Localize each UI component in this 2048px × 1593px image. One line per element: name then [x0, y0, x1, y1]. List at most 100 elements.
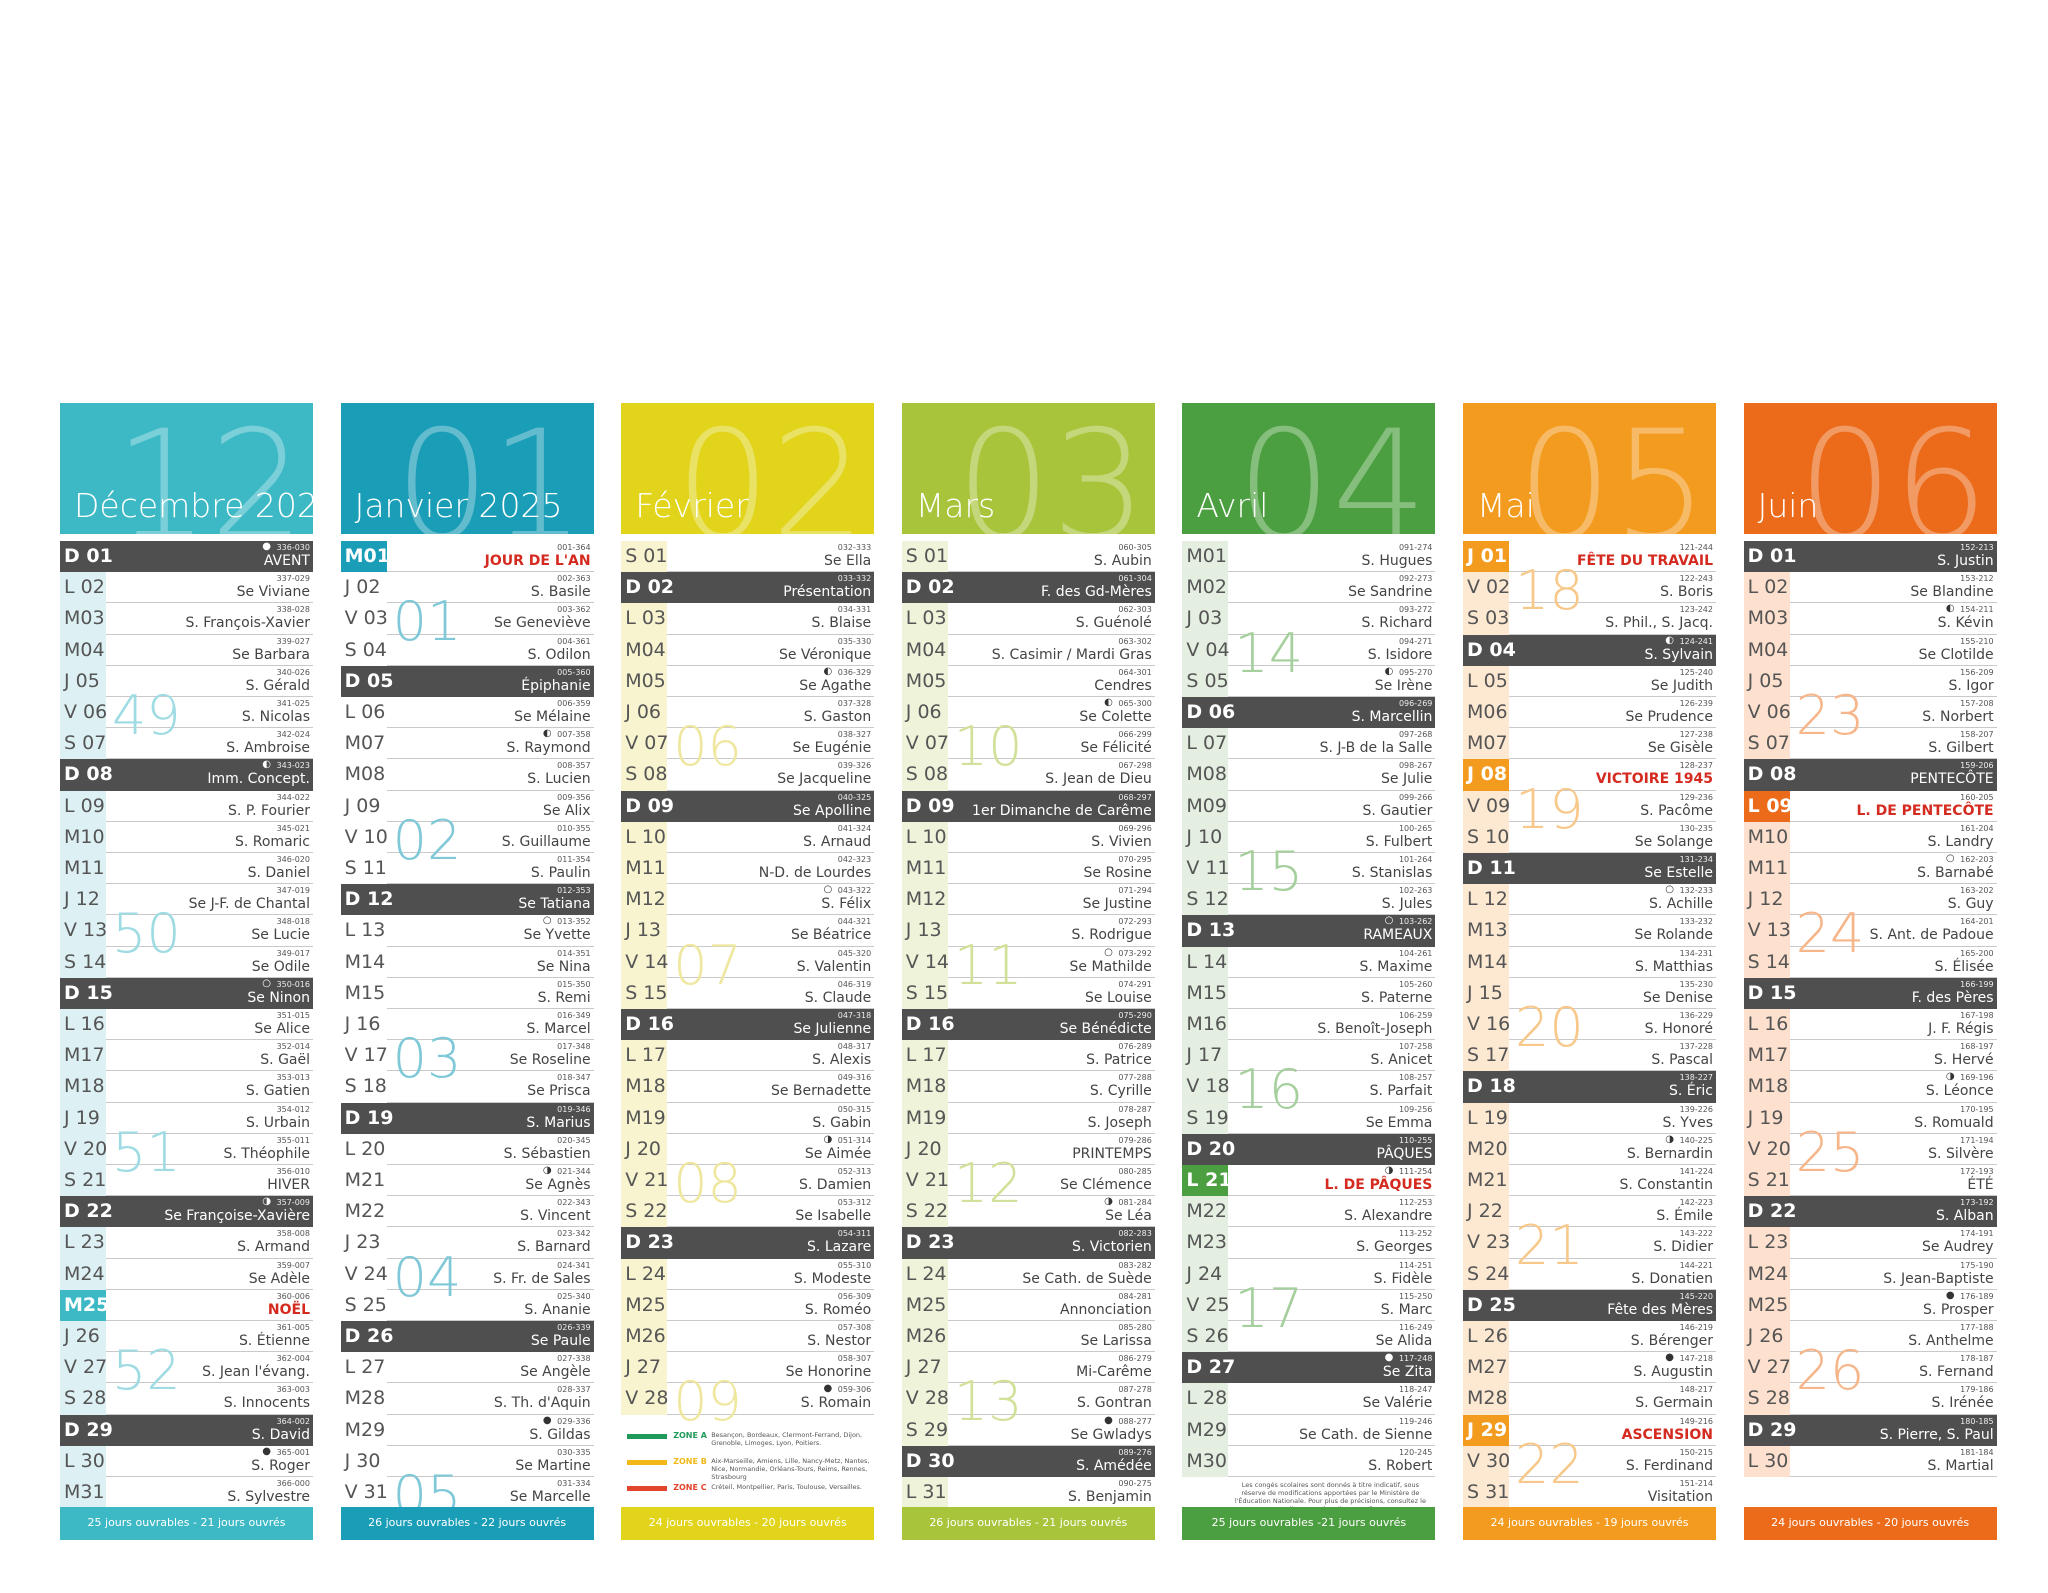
saint-name: Se Marcelle — [509, 1489, 591, 1505]
saint-name: S. Paulin — [530, 865, 591, 881]
row-separator — [947, 1444, 1155, 1446]
day-code: 352-014 — [276, 1042, 310, 1052]
day-row: M21 141-224 S. Constantin — [1463, 1165, 1716, 1196]
day-row: M28 028-337 S. Th. d'Aquin — [341, 1383, 594, 1414]
week-number: 04 — [392, 1245, 462, 1309]
day-label: J 13 — [905, 919, 942, 942]
row-separator — [106, 1382, 313, 1384]
day-row: V 28 087-278 S. Gontran — [902, 1383, 1155, 1414]
day-row: M04 155-210 Se Clotilde — [1744, 635, 1997, 666]
day-row: M03 338-028 S. François-Xavier — [60, 603, 313, 634]
day-code: 086-279 — [1118, 1354, 1152, 1364]
moon-phase: ◑ — [542, 1165, 552, 1176]
row-separator — [1228, 1444, 1436, 1446]
row-separator — [947, 696, 1155, 697]
day-code: 060-305 — [1118, 543, 1152, 552]
day-row: J 06 065-300 ◐ Se Colette — [902, 697, 1155, 728]
day-row: D 26 026-339 Se Paule — [340, 1321, 594, 1353]
saint-name: Présentation — [783, 584, 872, 601]
day-row: S 24 144-221 S. Donatien — [1463, 1259, 1716, 1290]
day-label: L 19 — [1467, 1106, 1508, 1129]
day-code: 052-313 — [837, 1167, 872, 1176]
day-label: L 23 — [1747, 1231, 1789, 1254]
day-row: M10 345-021 S. Romaric — [60, 822, 313, 853]
day-row: M08 098-267 Se Julie — [1182, 759, 1435, 790]
saint-name: Se Mathilde — [1069, 958, 1152, 975]
day-row: D 22 357-009 ◑ Se Françoise-Xavière — [60, 1196, 313, 1228]
day-label: V 23 — [1467, 1231, 1511, 1254]
row-separator — [106, 1070, 313, 1072]
day-code: 051-314 — [837, 1135, 872, 1145]
row-separator — [667, 1226, 875, 1228]
day-label: L 24 — [905, 1262, 947, 1285]
row-separator — [667, 1351, 875, 1353]
saint-name: S. J-B de la Salle — [1319, 740, 1433, 757]
saint-name: Se Yvette — [523, 927, 591, 944]
week-number: 11 — [953, 933, 1023, 997]
week-number: 03 — [392, 1027, 462, 1091]
day-row: S 07 158-207 S. Gilbert — [1744, 728, 1997, 759]
saint-name: L. DE PENTECÔTE — [1856, 802, 1994, 819]
day-label: M26 — [625, 1325, 666, 1347]
row-separator — [386, 1257, 594, 1259]
day-label: J 20 — [905, 1137, 942, 1160]
saint-name: S. Fr. de Sales — [493, 1270, 591, 1287]
day-label: J 16 — [344, 1013, 381, 1035]
day-label: M19 — [625, 1106, 666, 1129]
day-code: 042-323 — [837, 855, 872, 864]
moon-phase: ● — [262, 541, 271, 552]
day-label: D 15 — [64, 981, 113, 1004]
day-label: L 30 — [64, 1449, 105, 1472]
saint-name: S. Pierre, S. Paul — [1879, 1426, 1994, 1443]
day-code: 366-000 — [276, 1479, 310, 1488]
saint-name: S. Sylvain — [1644, 646, 1713, 663]
moon-phase: ◑ — [1384, 1165, 1394, 1176]
saint-name: Se Louise — [1085, 989, 1152, 1006]
saint-name: S. Gildas — [529, 1426, 591, 1443]
saint-name: S. Igor — [1948, 677, 1994, 694]
day-code: 354-012 — [276, 1104, 310, 1114]
day-row: S 17 137-228 S. Pascal — [1463, 1040, 1716, 1071]
day-row: L 03 062-303 S. Guénolé — [902, 603, 1155, 634]
day-row: D 29 364-002 S. David — [60, 1414, 313, 1446]
day-row: V 25 115-250 S. Marc — [1182, 1290, 1435, 1321]
saint-name: S. Ananie — [524, 1301, 591, 1318]
day-row: V 23 143-222 S. Didier — [1463, 1227, 1716, 1258]
saint-name: S. Jules — [1381, 896, 1433, 913]
saint-name: Visitation — [1647, 1489, 1713, 1505]
row-separator — [386, 1226, 594, 1228]
saint-name: S. Donatien — [1631, 1270, 1713, 1287]
day-code: 002-363 — [557, 574, 591, 584]
saint-name: Se Estelle — [1644, 865, 1713, 881]
day-row: S 18 018-347 Se Prisca — [341, 1071, 594, 1102]
day-label: S 08 — [905, 763, 949, 786]
day-code: 073-292 — [1118, 948, 1152, 958]
row-separator — [1789, 1413, 1997, 1415]
row-separator — [386, 1288, 594, 1290]
day-row: M05 064-301 Cendres — [902, 666, 1155, 697]
moon-phase: ◐ — [262, 759, 271, 771]
saint-name: Se Lucie — [251, 927, 310, 944]
day-row: M14 014-351 Se Nina — [341, 947, 594, 978]
day-code: 062-303 — [1118, 605, 1152, 615]
day-row: V 27 178-187 S. Fernand — [1744, 1352, 1997, 1383]
day-label: J 06 — [905, 701, 942, 723]
saint-name: S. Nestor — [807, 1333, 872, 1349]
day-row: J 12 163-202 S. Guy — [1744, 884, 1997, 915]
day-code: 011-354 — [557, 855, 591, 864]
day-label: S 07 — [1747, 732, 1790, 755]
day-code: 102-263 — [1398, 886, 1433, 896]
row-separator — [1509, 914, 1716, 916]
day-label: D 30 — [905, 1449, 955, 1472]
saint-name: Se Justine — [1082, 896, 1152, 913]
day-row: L 06 006-359 Se Mélaine — [341, 697, 594, 728]
day-row: S 22 053-312 Se Isabelle — [621, 1196, 874, 1227]
day-code: 357-009 — [276, 1198, 310, 1208]
day-code: 081-284 — [1118, 1198, 1152, 1208]
saint-name: Se Gwladys — [1070, 1426, 1152, 1443]
day-code: 117-248 — [1398, 1354, 1433, 1364]
month-header — [621, 403, 875, 534]
day-code: 028-337 — [557, 1385, 591, 1395]
zone-name: ZONE C — [673, 1482, 707, 1492]
saint-name: Se Isabelle — [795, 1208, 872, 1225]
